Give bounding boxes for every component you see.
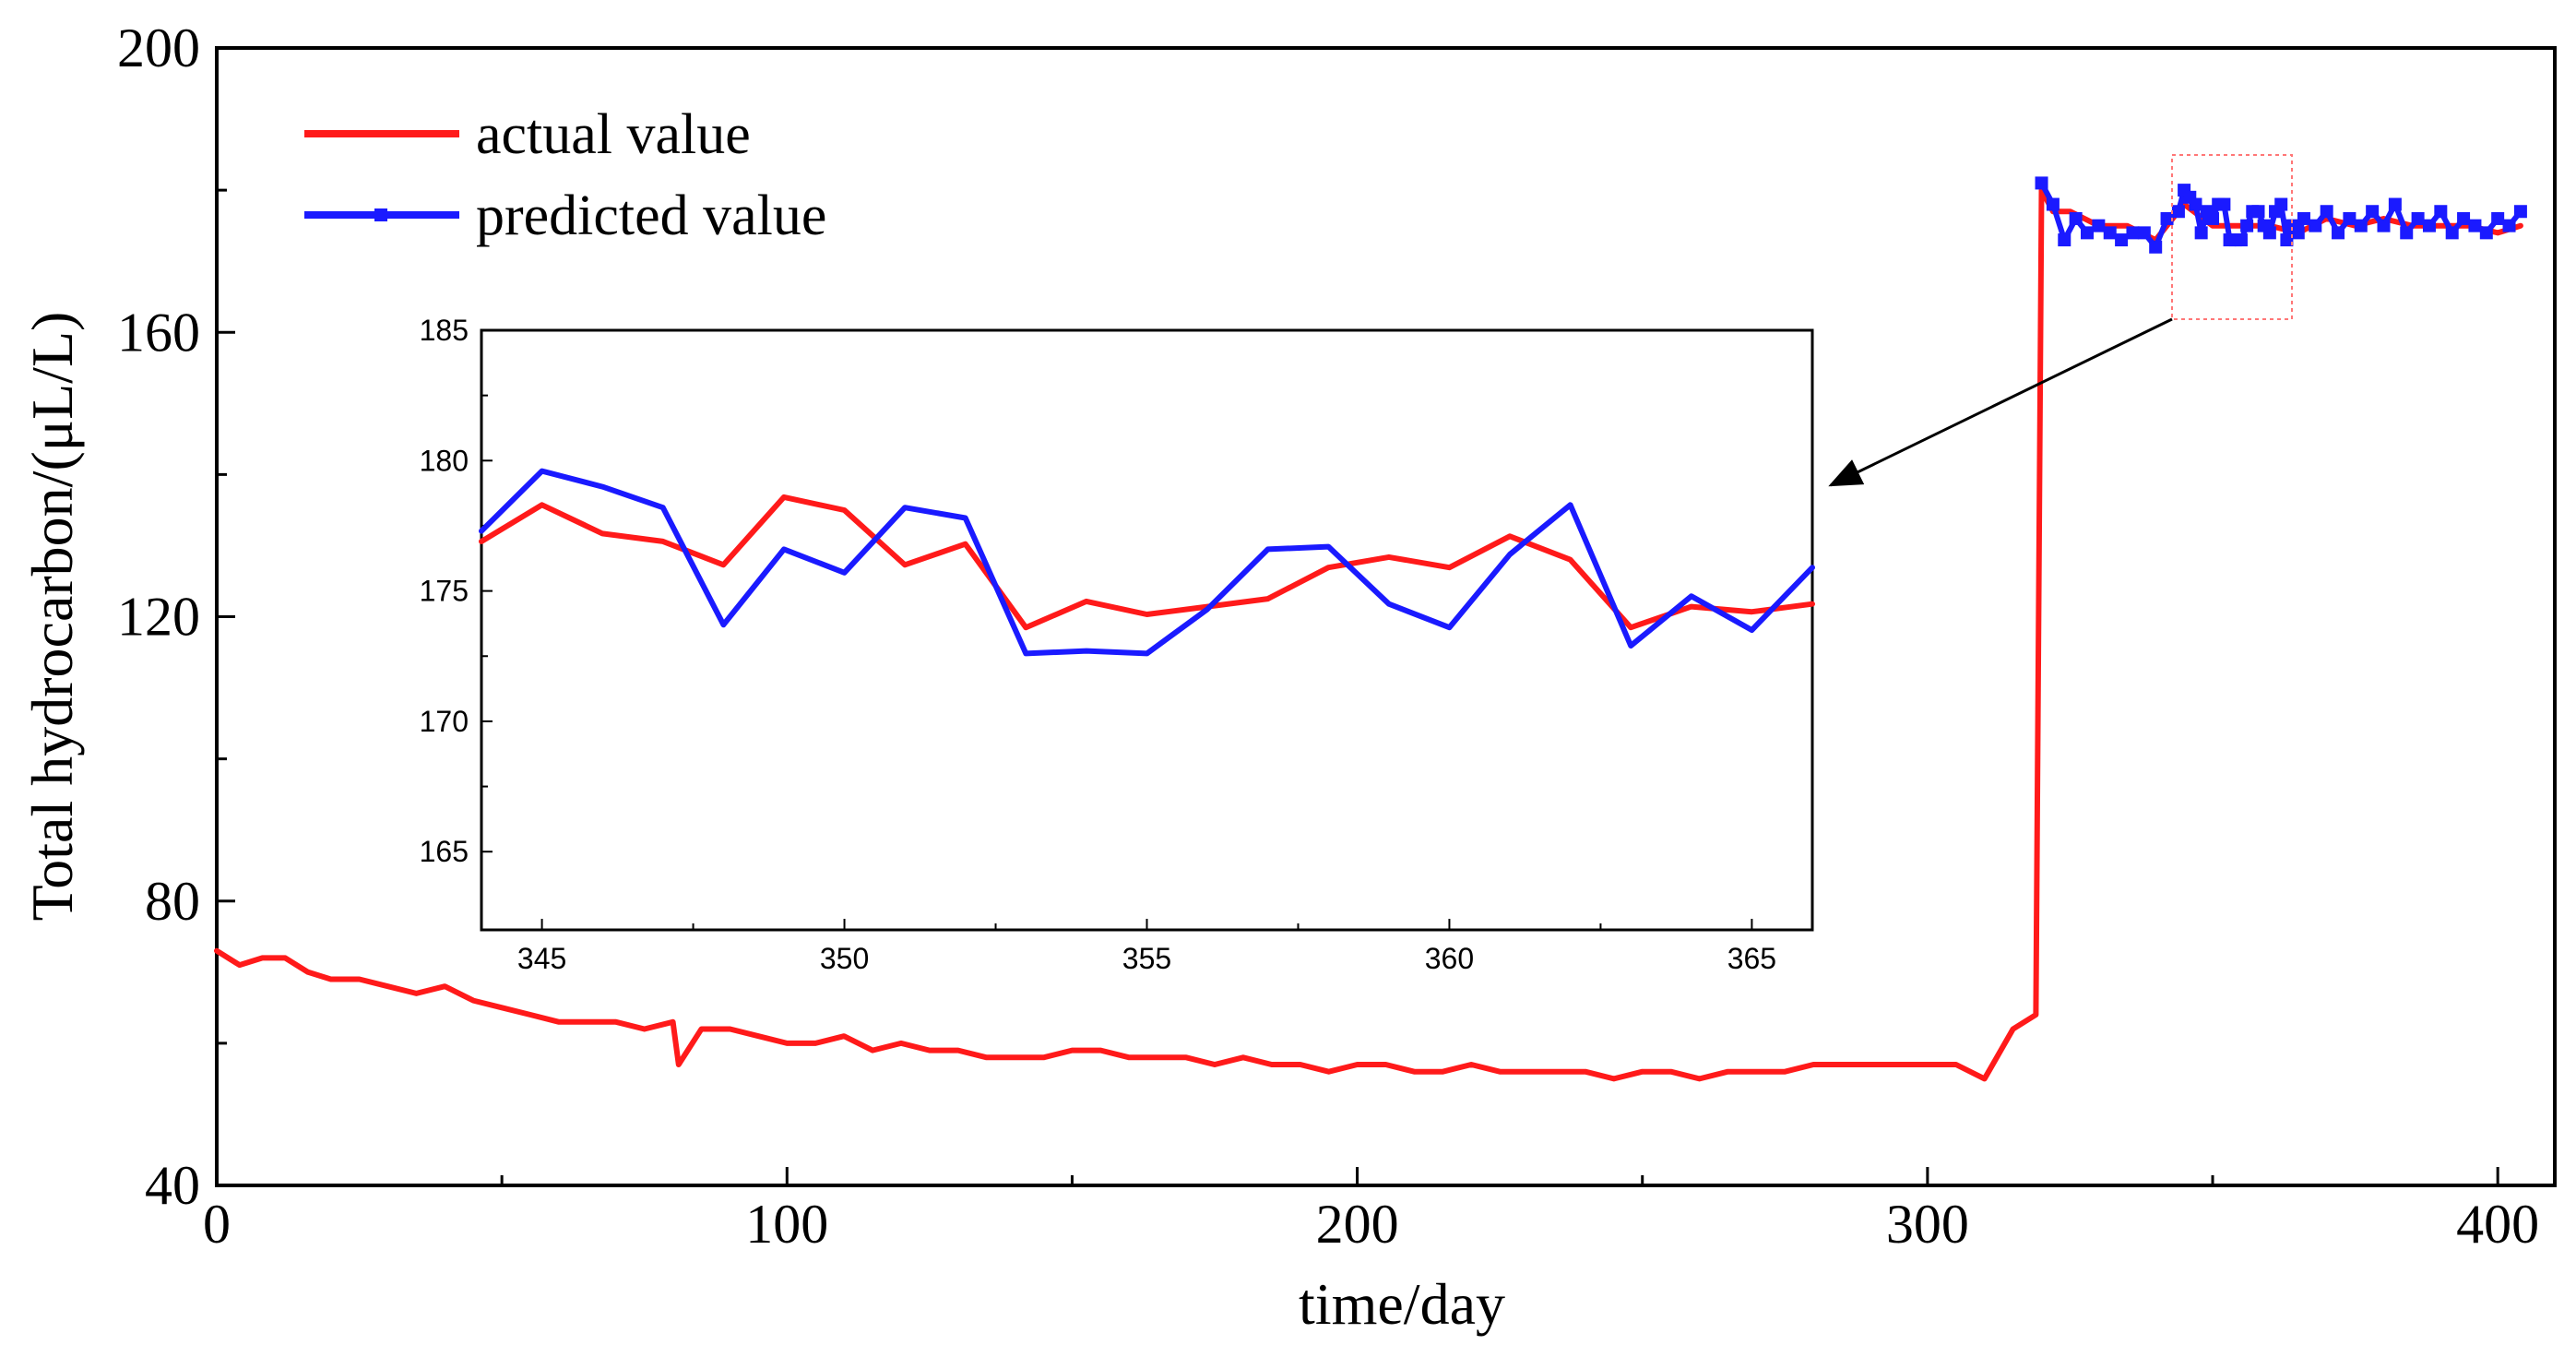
legend-actual-label: actual value (476, 103, 751, 166)
main-point-predicted-value (2189, 197, 2202, 211)
main-y-tick-label: 160 (117, 302, 200, 363)
inset-axes: 345 350 355 360 365 165 170 175 180 185 (420, 314, 1776, 975)
main-point-predicted-value (2502, 219, 2516, 232)
inset-x-tick-label: 355 (1122, 942, 1171, 975)
main-point-predicted-value (2035, 176, 2048, 190)
main-axes: 0 100 200 300 400 40 80 120 160 200 (117, 18, 2539, 1255)
main-point-predicted-value (2354, 219, 2368, 232)
main-point-predicted-value (2149, 240, 2163, 254)
main-series-group (214, 176, 2527, 1082)
y-axis-title: Total hydrocarbon/(μL/L) (19, 312, 85, 922)
main-point-predicted-value (2171, 205, 2185, 219)
main-point-predicted-value (2388, 197, 2402, 211)
main-point-predicted-value (2240, 219, 2254, 232)
inset-series-actual-value-line (479, 494, 1815, 631)
main-point-predicted-value (2194, 226, 2208, 240)
main-point-predicted-value (2069, 211, 2083, 225)
main-y-tick-label: 80 (145, 871, 200, 932)
main-point-predicted-value (2366, 205, 2380, 219)
inset-y-tick-label: 175 (420, 575, 469, 608)
main-point-predicted-value (2251, 205, 2265, 219)
main-point-predicted-value (2309, 219, 2322, 232)
main-point-predicted-value (2046, 197, 2060, 211)
inset-background (481, 330, 1812, 930)
main-point-predicted-value (2377, 219, 2391, 232)
main-x-tick-label: 100 (745, 1194, 828, 1255)
inset-y-tick-label: 165 (420, 835, 469, 868)
main-x-tick-label: 300 (1886, 1194, 1969, 1255)
main-point-predicted-value (2234, 233, 2248, 247)
main-point-predicted-value (2491, 211, 2505, 225)
zoom-region-box (2171, 154, 2293, 320)
main-y-tick-label: 200 (117, 18, 200, 78)
inset-y-tick-label: 170 (420, 705, 469, 738)
main-point-predicted-value (2081, 226, 2094, 240)
main-point-predicted-value (2092, 219, 2106, 232)
main-point-predicted-value (2280, 233, 2294, 247)
main-point-predicted-value (2513, 205, 2527, 219)
main-point-predicted-value (2137, 226, 2151, 240)
x-axis-title: time/day (1299, 1271, 1505, 1337)
main-x-tick-label: 0 (203, 1194, 231, 1255)
main-point-predicted-value (2457, 211, 2471, 225)
main-point-predicted-value (2262, 226, 2276, 240)
main-x-tick-label: 400 (2456, 1194, 2539, 1255)
main-x-tick-label: 200 (1316, 1194, 1399, 1255)
main-point-predicted-value (2103, 226, 2117, 240)
inset-series-group (479, 468, 1815, 657)
main-point-predicted-value (2434, 205, 2448, 219)
inset-x-tick-label: 345 (517, 942, 566, 975)
main-point-predicted-value (2479, 226, 2493, 240)
main-point-predicted-value (2332, 226, 2345, 240)
main-point-predicted-value (2411, 211, 2425, 225)
main-point-predicted-value (2468, 219, 2482, 232)
main-point-predicted-value (2206, 211, 2220, 225)
main-y-tick-label: 40 (145, 1155, 200, 1216)
main-point-predicted-value (2291, 226, 2305, 240)
legend-predicted-label: predicted value (476, 184, 826, 247)
inset-series-predicted-value-line (479, 468, 1815, 657)
zoom-arrow (1828, 317, 2173, 487)
main-point-predicted-value (2274, 197, 2288, 211)
legend: actual value predicted value (304, 103, 826, 247)
main-point-predicted-value (2343, 211, 2356, 225)
main-point-predicted-value (2297, 211, 2310, 225)
main-point-predicted-value (2126, 226, 2140, 240)
main-point-predicted-value (2217, 197, 2231, 211)
inset-x-tick-label: 350 (820, 942, 869, 975)
main-point-predicted-value (2445, 226, 2459, 240)
inset-y-tick-label: 180 (420, 444, 469, 477)
legend-predicted-marker (374, 208, 387, 221)
inset-y-tick-label: 185 (420, 314, 469, 347)
main-point-predicted-value (2422, 219, 2436, 232)
main-point-predicted-value (2115, 233, 2129, 247)
main-point-predicted-value (2160, 211, 2174, 225)
inset-x-tick-label: 360 (1425, 942, 1474, 975)
inset-x-tick-label: 365 (1727, 942, 1776, 975)
main-y-tick-label: 120 (117, 587, 200, 648)
main-series-actual-value-line (214, 187, 2523, 1082)
main-point-predicted-value (2058, 233, 2071, 247)
main-point-predicted-value (2400, 226, 2414, 240)
main-point-predicted-value (2320, 205, 2333, 219)
